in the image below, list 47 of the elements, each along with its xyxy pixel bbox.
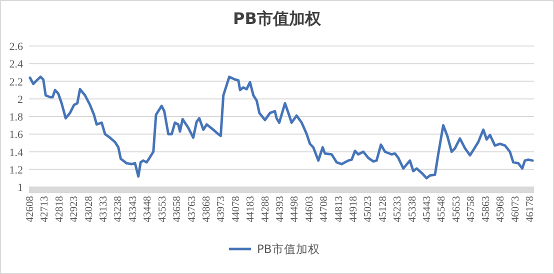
x-tick-label: 43133 xyxy=(98,196,110,222)
x-tick-label: 43553 xyxy=(157,196,168,222)
y-tick-label: 1.2 xyxy=(9,164,23,176)
x-tick-label: 46178 xyxy=(524,196,536,222)
line-series xyxy=(28,76,534,180)
x-tick-label: 44603 xyxy=(304,196,316,222)
x-tick-label: 42923 xyxy=(69,196,80,222)
x-tick-label: 44078 xyxy=(230,196,242,222)
x-tick-label: 46073 xyxy=(510,196,522,222)
y-tick-label: 2.4 xyxy=(9,58,24,71)
x-tick-label: 45233 xyxy=(392,196,404,222)
chart-title: PB市值加权 xyxy=(233,9,322,28)
x-tick-label: 45443 xyxy=(422,196,434,222)
x-tick-label: 43448 xyxy=(142,196,154,222)
x-tick-label: 44813 xyxy=(334,196,345,222)
x-tick-label: 45653 xyxy=(451,196,462,222)
legend-label: PB市值加权 xyxy=(257,242,320,256)
x-tick-label: 45548 xyxy=(436,196,448,222)
x-tick-label: 44288 xyxy=(260,196,272,222)
x-tick-label: 42608 xyxy=(25,196,36,222)
x-tick-label: 43238 xyxy=(113,196,124,222)
x-tick-label: 42818 xyxy=(54,196,66,222)
x-tick-label: 43658 xyxy=(172,196,184,222)
y-tick-label: 1.8 xyxy=(9,112,24,124)
y-tick-label: 2.2 xyxy=(9,76,23,88)
y-tick-label: 2 xyxy=(18,94,23,106)
x-tick-label: 45023 xyxy=(363,196,374,222)
x-tick-label: 45128 xyxy=(378,196,389,222)
y-tick-label: 1.6 xyxy=(9,129,24,142)
x-tick-label: 44393 xyxy=(274,196,286,222)
x-tick-label: 42713 xyxy=(40,196,51,222)
x-tick-label: 45758 xyxy=(466,196,478,222)
y-tick-label: 2.6 xyxy=(9,41,24,53)
x-tick-label: 45968 xyxy=(496,196,507,222)
x-tick-label: 44183 xyxy=(246,196,257,222)
x-tick-label: 43973 xyxy=(216,196,228,222)
x-tick-label: 43028 xyxy=(84,196,95,222)
x-tick-label: 43763 xyxy=(186,196,198,222)
x-tick-label: 43868 xyxy=(201,196,212,222)
y-tick-label: 1 xyxy=(18,182,23,194)
x-tick-label: 45338 xyxy=(407,196,418,222)
x-tick-label: 44708 xyxy=(319,196,330,222)
x-tick-label: 44498 xyxy=(290,196,301,222)
y-tick-label: 1.4 xyxy=(9,146,24,159)
x-tick-label: 44918 xyxy=(348,196,360,222)
x-tick-label: 43343 xyxy=(128,196,139,222)
x-tick-label: 45863 xyxy=(480,196,492,222)
